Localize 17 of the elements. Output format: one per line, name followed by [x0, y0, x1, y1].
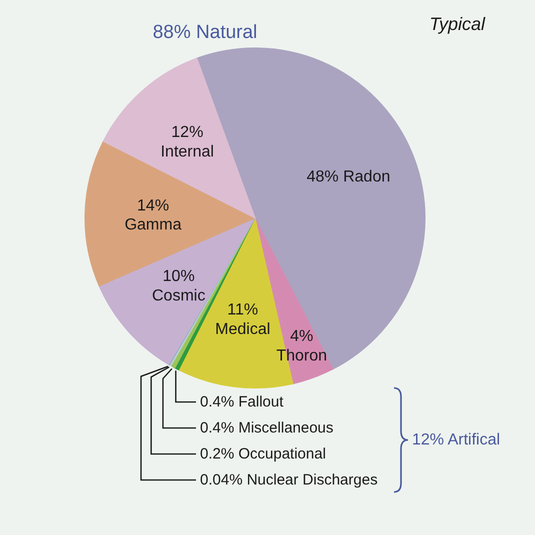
- slice-label: 0.4% Fallout: [200, 394, 284, 410]
- data-label: 12%: [171, 124, 204, 141]
- data-label: 4%: [290, 328, 314, 345]
- slice-label: Gamma: [124, 216, 182, 234]
- text: 12% Artifical: [412, 432, 500, 448]
- slice-label: 0.04% Nuclear Discharges: [200, 472, 378, 488]
- slice-label: Cosmic: [152, 286, 206, 304]
- data-label: 10%: [162, 268, 195, 285]
- data-label: 14%: [137, 197, 170, 214]
- chart-title: Typical: [429, 14, 486, 34]
- slice-label: Medical: [215, 320, 270, 338]
- slice-label: 48% Radon: [306, 168, 390, 186]
- text: 88% Natural: [152, 22, 258, 43]
- slice-label: 0.4% Miscellaneous: [200, 420, 334, 436]
- slice-label: Internal: [160, 142, 214, 160]
- data-label: 11%: [227, 301, 258, 318]
- slice-label: 0.2% Occupational: [200, 446, 326, 462]
